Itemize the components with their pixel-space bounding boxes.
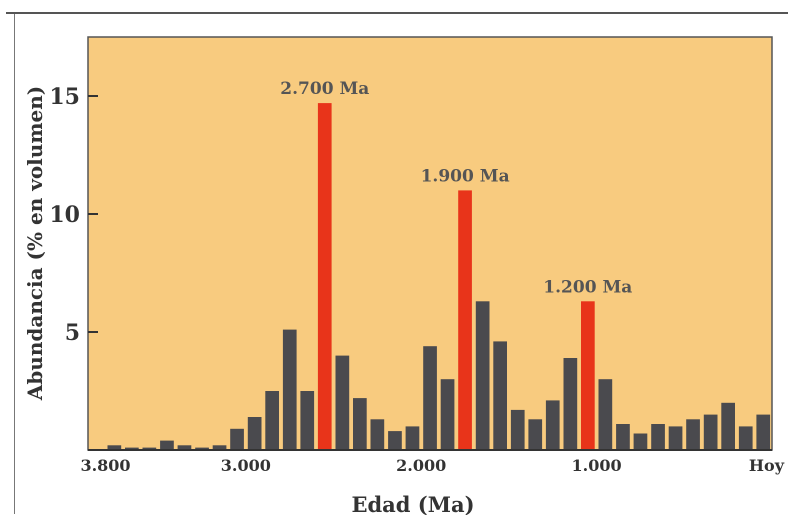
bar [545, 400, 560, 450]
bar [177, 445, 192, 450]
bar [633, 433, 648, 450]
bar [195, 447, 209, 450]
bar [686, 419, 700, 450]
bar [598, 379, 613, 450]
top-rule [6, 12, 788, 14]
y-tick-label: 10 [49, 202, 80, 228]
bar [440, 379, 455, 450]
bar [668, 426, 683, 450]
bar [405, 426, 420, 450]
x-tick-label: 1.000 [572, 456, 622, 475]
peak-bar [581, 301, 595, 450]
peak-label: 2.700 Ma [280, 79, 369, 99]
bar [475, 301, 490, 450]
bar-group [107, 103, 771, 450]
bar [563, 358, 578, 450]
y-axis-label: Abundancia (% en volumen) [23, 86, 47, 401]
bar [125, 447, 139, 450]
bar [738, 426, 753, 450]
bar [651, 424, 665, 450]
y-tick-label: 5 [65, 320, 80, 346]
x-tick-label: Hoy [749, 456, 785, 475]
bar [703, 414, 718, 450]
bar [212, 445, 227, 450]
bar [528, 419, 543, 450]
left-rule [14, 14, 15, 514]
peak-label: 1.200 Ma [543, 277, 632, 297]
bar [423, 346, 437, 450]
bar [388, 431, 402, 450]
bar [230, 428, 244, 450]
bar [160, 440, 174, 450]
bar [142, 447, 157, 450]
bar [247, 417, 262, 450]
bar [335, 355, 350, 450]
bar [756, 414, 771, 450]
bar [300, 391, 315, 450]
bar [265, 391, 279, 450]
peak-bar [458, 190, 472, 450]
bar [353, 398, 367, 450]
peak-label: 1.900 Ma [421, 166, 510, 186]
y-tick-group: 5 10 15 [49, 84, 98, 346]
bar [616, 424, 630, 450]
x-tick-label: 3.800 [80, 456, 130, 475]
x-axis-label: Edad (Ma) [351, 492, 474, 515]
bar [721, 402, 735, 450]
bar [493, 341, 507, 450]
peak-bar [317, 103, 332, 450]
x-tick-group: 3.800 3.000 2.000 1.000 Hoy [80, 456, 784, 475]
y-tick-label: 15 [49, 84, 80, 110]
bar [282, 329, 297, 450]
annotation-group: 2.700 Ma 1.900 Ma 1.200 Ma [280, 79, 632, 297]
bar [370, 419, 385, 450]
x-tick-label: 3.000 [221, 456, 271, 475]
x-tick-label: 2.000 [396, 456, 446, 475]
bar [107, 445, 122, 450]
bar [510, 409, 525, 450]
